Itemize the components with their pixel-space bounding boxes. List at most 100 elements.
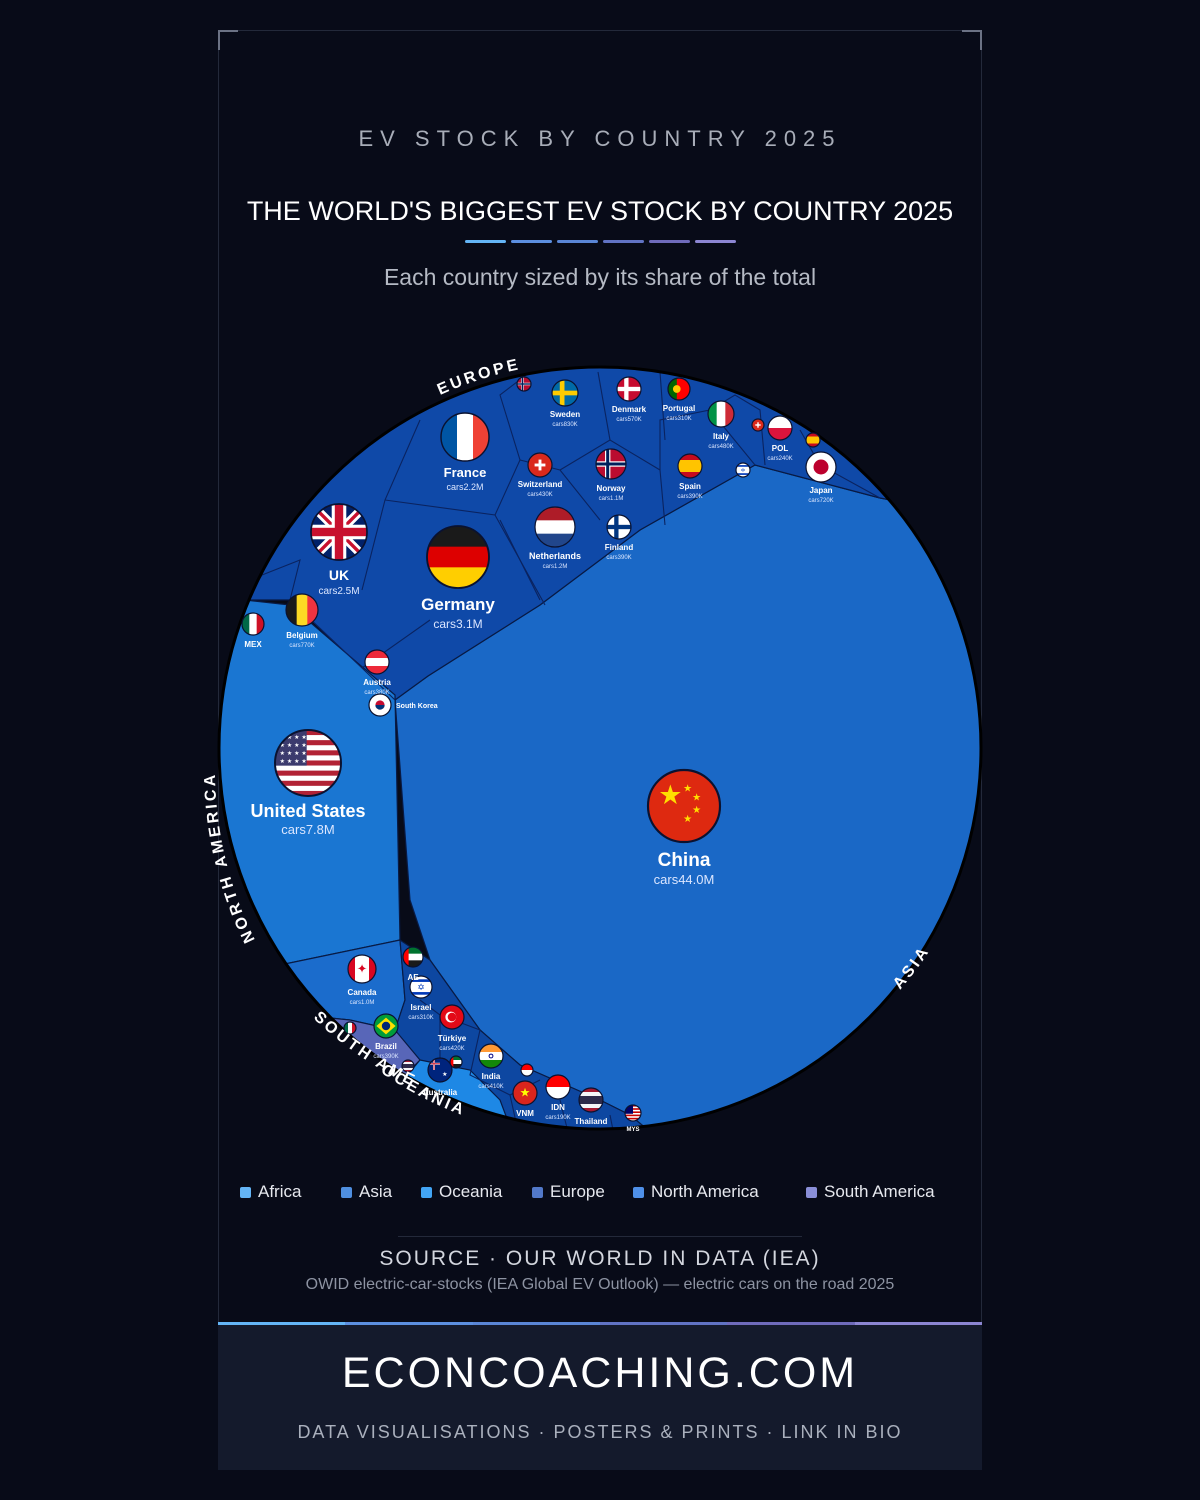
legend-item-oceania: Oceania	[421, 1182, 502, 1202]
france-value: cars2.2M	[446, 482, 483, 492]
source-title: SOURCE · OUR WORLD IN DATA (IEA)	[379, 1247, 821, 1270]
svg-text:★: ★	[287, 758, 292, 765]
rule-segment	[557, 240, 598, 243]
sweden-label: Sweden	[550, 410, 580, 419]
legend-item-africa: Africa	[240, 1182, 301, 1202]
portugal-value: cars310K	[666, 416, 691, 422]
canada-value: cars1.0M	[350, 1000, 375, 1006]
switzerland-value: cars430K	[527, 492, 552, 498]
svg-text:★: ★	[683, 814, 692, 825]
svg-text:★: ★	[301, 758, 306, 765]
japan-label: Japan	[809, 486, 832, 495]
italy-value: cars480K	[708, 444, 733, 450]
canada-flag-icon: ✦	[347, 954, 377, 984]
australia-flag-icon: ★	[427, 1057, 453, 1083]
sweden-value: cars830K	[552, 422, 577, 428]
svg-text:★: ★	[658, 780, 682, 810]
rule-segment	[511, 240, 552, 243]
indonesia-flag-icon	[520, 1063, 534, 1077]
finland-label: Finland	[605, 543, 634, 552]
usa-flag-icon: ★★★★★★★★★★★★★★★★	[274, 729, 342, 797]
svg-text:★: ★	[294, 734, 299, 741]
rule-segment	[218, 1322, 346, 1325]
malaysia-flag-icon	[624, 1104, 642, 1122]
indonesia-flag-icon	[545, 1074, 571, 1100]
legend-item-south-america: South America	[806, 1182, 935, 1202]
switzerland-label: Switzerland	[518, 480, 563, 489]
switzerland-flag-icon	[527, 452, 553, 478]
svg-text:★: ★	[280, 750, 285, 757]
thailand-flag-icon	[578, 1087, 604, 1113]
cell-border	[499, 519, 541, 601]
cell-border	[494, 371, 531, 516]
mys-label: MYS	[626, 1127, 639, 1133]
voronoi-chart: ★★★★★Chinacars44.0M★★★★★★★★★★★★★★★★Unite…	[0, 0, 983, 1133]
t-rkiye-value: cars420K	[439, 1046, 464, 1052]
china-flag-icon: ★ ★★★★	[646, 768, 722, 844]
chart-title: THE WORLD'S BIGGEST EV STOCK BY COUNTRY …	[246, 196, 954, 226]
rule-segment	[649, 240, 690, 243]
legend-swatch	[341, 1186, 352, 1198]
svg-text:✡: ✡	[417, 982, 424, 992]
china-label: China	[658, 850, 711, 871]
cell-border	[559, 1099, 571, 1129]
finland-flag-icon	[606, 514, 632, 540]
pol-value: cars240K	[767, 456, 792, 462]
kicker: EV STOCK BY COUNTRY 2025	[358, 126, 842, 151]
divider	[398, 1236, 802, 1237]
corner-mark	[218, 30, 238, 50]
legend-label: Africa	[258, 1182, 302, 1201]
norway-flag-icon	[516, 376, 532, 392]
austria-value: cars380K	[364, 690, 389, 696]
poland-flag-icon	[767, 415, 793, 441]
title-underline	[465, 240, 736, 243]
norway-label: Norway	[597, 484, 626, 493]
mexico-flag-icon	[343, 1021, 357, 1035]
rule-segment	[345, 1322, 473, 1325]
svg-text:★: ★	[301, 750, 306, 757]
turkey-flag-icon	[439, 1004, 465, 1030]
uk-label: UK	[329, 567, 349, 583]
svg-text:★: ★	[301, 742, 306, 749]
israel-flag-icon: ✡	[735, 462, 751, 478]
svg-text:★: ★	[294, 742, 299, 749]
svg-text:★: ★	[301, 734, 306, 741]
portugal-flag-icon	[667, 377, 691, 401]
austria-flag-icon	[364, 649, 390, 675]
rule-segment	[465, 240, 506, 243]
cell-border	[659, 371, 666, 441]
svg-text:★: ★	[692, 805, 701, 816]
idn-label: IDN	[551, 1103, 565, 1112]
south-korea-flag-icon	[368, 693, 392, 717]
cell-border	[509, 1094, 521, 1129]
norway-value: cars1.1M	[599, 496, 624, 502]
denmark-label: Denmark	[612, 405, 647, 414]
legend-item-north-america: North America	[633, 1182, 759, 1202]
portugal-label: Portugal	[663, 404, 695, 413]
t-rkiye-label: Türkiye	[438, 1034, 467, 1043]
legend-swatch	[532, 1186, 543, 1198]
sweden-flag-icon	[551, 379, 579, 407]
idn-value: cars190K	[545, 1115, 570, 1121]
cell-border	[559, 439, 666, 526]
legend-label: Europe	[550, 1182, 605, 1201]
legend-swatch	[633, 1186, 644, 1198]
germany-value: cars3.1M	[433, 617, 482, 631]
germany-flag-icon	[426, 525, 490, 589]
spain-value: cars390K	[677, 494, 702, 500]
italy-flag-icon	[707, 400, 735, 428]
svg-text:✦: ✦	[357, 962, 368, 976]
brand-link[interactable]: ECONCOACHING.COM	[341, 1349, 859, 1397]
rule-segment	[854, 1322, 982, 1325]
brazil-label: Brazil	[375, 1042, 397, 1051]
uae-flag-icon	[449, 1055, 463, 1069]
spain-flag-icon	[677, 453, 703, 479]
legend-swatch	[806, 1186, 817, 1198]
footer: ECONCOACHING.COM DATA VISUALISATIONS · P…	[218, 1322, 982, 1470]
denmark-value: cars570K	[616, 417, 641, 423]
legend-item-europe: Europe	[532, 1182, 605, 1202]
chart-outline	[217, 365, 983, 1131]
france-label: France	[444, 465, 487, 480]
japan-value: cars720K	[808, 498, 833, 504]
belgium-label: Belgium	[286, 631, 318, 640]
